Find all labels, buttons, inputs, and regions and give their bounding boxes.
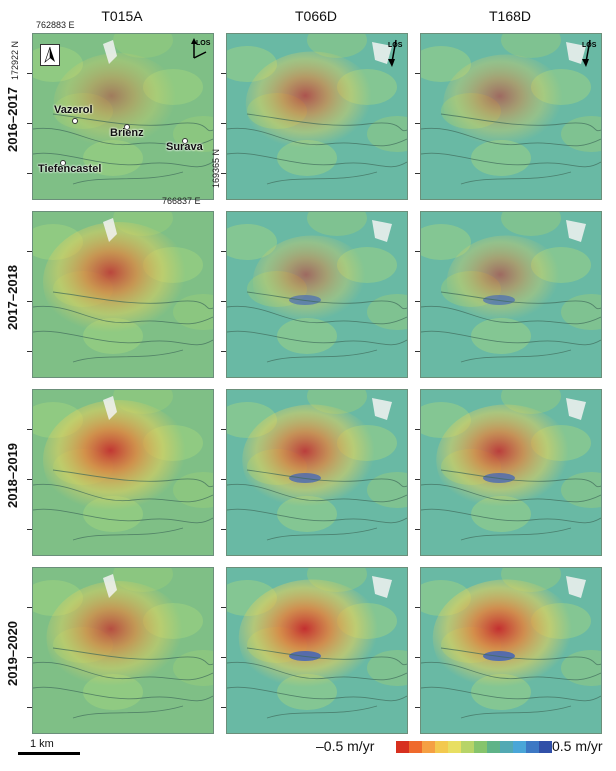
axis-tick — [415, 607, 420, 608]
axis-tick — [27, 707, 32, 708]
column-title-t066d: T066D — [294, 8, 338, 24]
axis-tick — [221, 351, 226, 352]
axis-tick — [27, 251, 32, 252]
place-label-tiefencastel: Tiefencastel — [38, 163, 102, 175]
axis-tick — [221, 123, 226, 124]
legend-swatch-6 — [474, 741, 487, 753]
easting-bottom-right: 766837 E — [162, 196, 201, 206]
axis-tick — [27, 123, 32, 124]
legend-swatch-11 — [539, 741, 552, 753]
legend-swatch-9 — [513, 741, 526, 753]
place-label-surava: Surava — [166, 141, 203, 153]
northing-bottom-right: 169365 N — [211, 148, 221, 188]
axis-tick — [415, 123, 420, 124]
axis-tick — [221, 529, 226, 530]
los-arrow-icon-t168d — [580, 38, 600, 73]
los-arrow-icon-t015a — [188, 38, 210, 69]
map-panel-t168d-1 — [420, 33, 602, 200]
legend-swatch-4 — [448, 741, 461, 753]
place-dot-tiefencastel — [60, 160, 66, 166]
row-label-2017-2018: 2017–2018 — [5, 264, 21, 331]
legend-min-label: –0.5 m/yr — [316, 738, 375, 754]
scale-bar — [18, 752, 80, 755]
axis-tick — [27, 429, 32, 430]
legend-swatch-8 — [500, 741, 513, 753]
north-arrow-icon — [40, 44, 60, 66]
los-label-t168d: LOS — [582, 42, 597, 49]
axis-tick — [221, 607, 226, 608]
legend-swatch-5 — [461, 741, 474, 753]
row-label-2019-2020: 2019–2020 — [5, 620, 21, 687]
los-label-t066d: LOS — [388, 42, 403, 49]
axis-tick — [221, 73, 226, 74]
place-dot-surava — [182, 138, 188, 144]
northing-top-left: 172922 N — [10, 40, 20, 80]
place-dot-vazerol — [72, 118, 78, 124]
axis-tick — [221, 479, 226, 480]
map-panel-t168d-4 — [420, 567, 602, 734]
axis-tick — [415, 301, 420, 302]
los-label-t015a: LOS — [196, 40, 211, 47]
axis-tick — [415, 73, 420, 74]
place-dot-brienz — [124, 124, 130, 130]
legend-swatch-2 — [422, 741, 435, 753]
place-label-vazerol: Vazerol — [54, 104, 93, 116]
axis-tick — [27, 351, 32, 352]
axis-tick — [221, 429, 226, 430]
map-panel-t015a-2 — [32, 211, 214, 378]
legend-swatch-7 — [487, 741, 500, 753]
map-panel-t066d-1 — [226, 33, 408, 200]
place-label-brienz: Brienz — [110, 127, 144, 139]
legend-swatch-10 — [526, 741, 539, 753]
axis-tick — [415, 173, 420, 174]
legend-swatch-1 — [409, 741, 422, 753]
axis-tick — [415, 251, 420, 252]
column-title-t168d: T168D — [488, 8, 532, 24]
axis-tick — [27, 73, 32, 74]
axis-tick — [415, 529, 420, 530]
legend-max-label: 0.5 m/yr — [552, 738, 603, 754]
axis-tick — [27, 607, 32, 608]
axis-tick — [415, 657, 420, 658]
map-panel-t015a-1 — [32, 33, 214, 200]
axis-tick — [27, 529, 32, 530]
legend-color-bar — [396, 741, 552, 753]
axis-tick — [221, 707, 226, 708]
column-title-t015a: T015A — [101, 8, 143, 24]
axis-tick — [221, 251, 226, 252]
legend-swatch-3 — [435, 741, 448, 753]
map-panel-t168d-3 — [420, 389, 602, 556]
axis-tick — [27, 479, 32, 480]
axis-tick — [27, 657, 32, 658]
map-panel-t066d-2 — [226, 211, 408, 378]
scale-label: 1 km — [30, 738, 54, 750]
row-label-2018-2019: 2018–2019 — [5, 442, 21, 509]
axis-tick — [415, 707, 420, 708]
map-panel-t066d-3 — [226, 389, 408, 556]
axis-tick — [221, 173, 226, 174]
map-panel-t168d-2 — [420, 211, 602, 378]
map-panel-t066d-4 — [226, 567, 408, 734]
axis-tick — [415, 351, 420, 352]
los-arrow-icon-t066d — [386, 38, 406, 73]
axis-tick — [221, 301, 226, 302]
legend-swatch-0 — [396, 741, 409, 753]
axis-tick — [27, 301, 32, 302]
axis-tick — [415, 429, 420, 430]
map-panel-t015a-4 — [32, 567, 214, 734]
map-panel-t015a-3 — [32, 389, 214, 556]
axis-tick — [221, 657, 226, 658]
axis-tick — [27, 173, 32, 174]
axis-tick — [415, 479, 420, 480]
easting-top-left: 762883 E — [36, 20, 75, 30]
